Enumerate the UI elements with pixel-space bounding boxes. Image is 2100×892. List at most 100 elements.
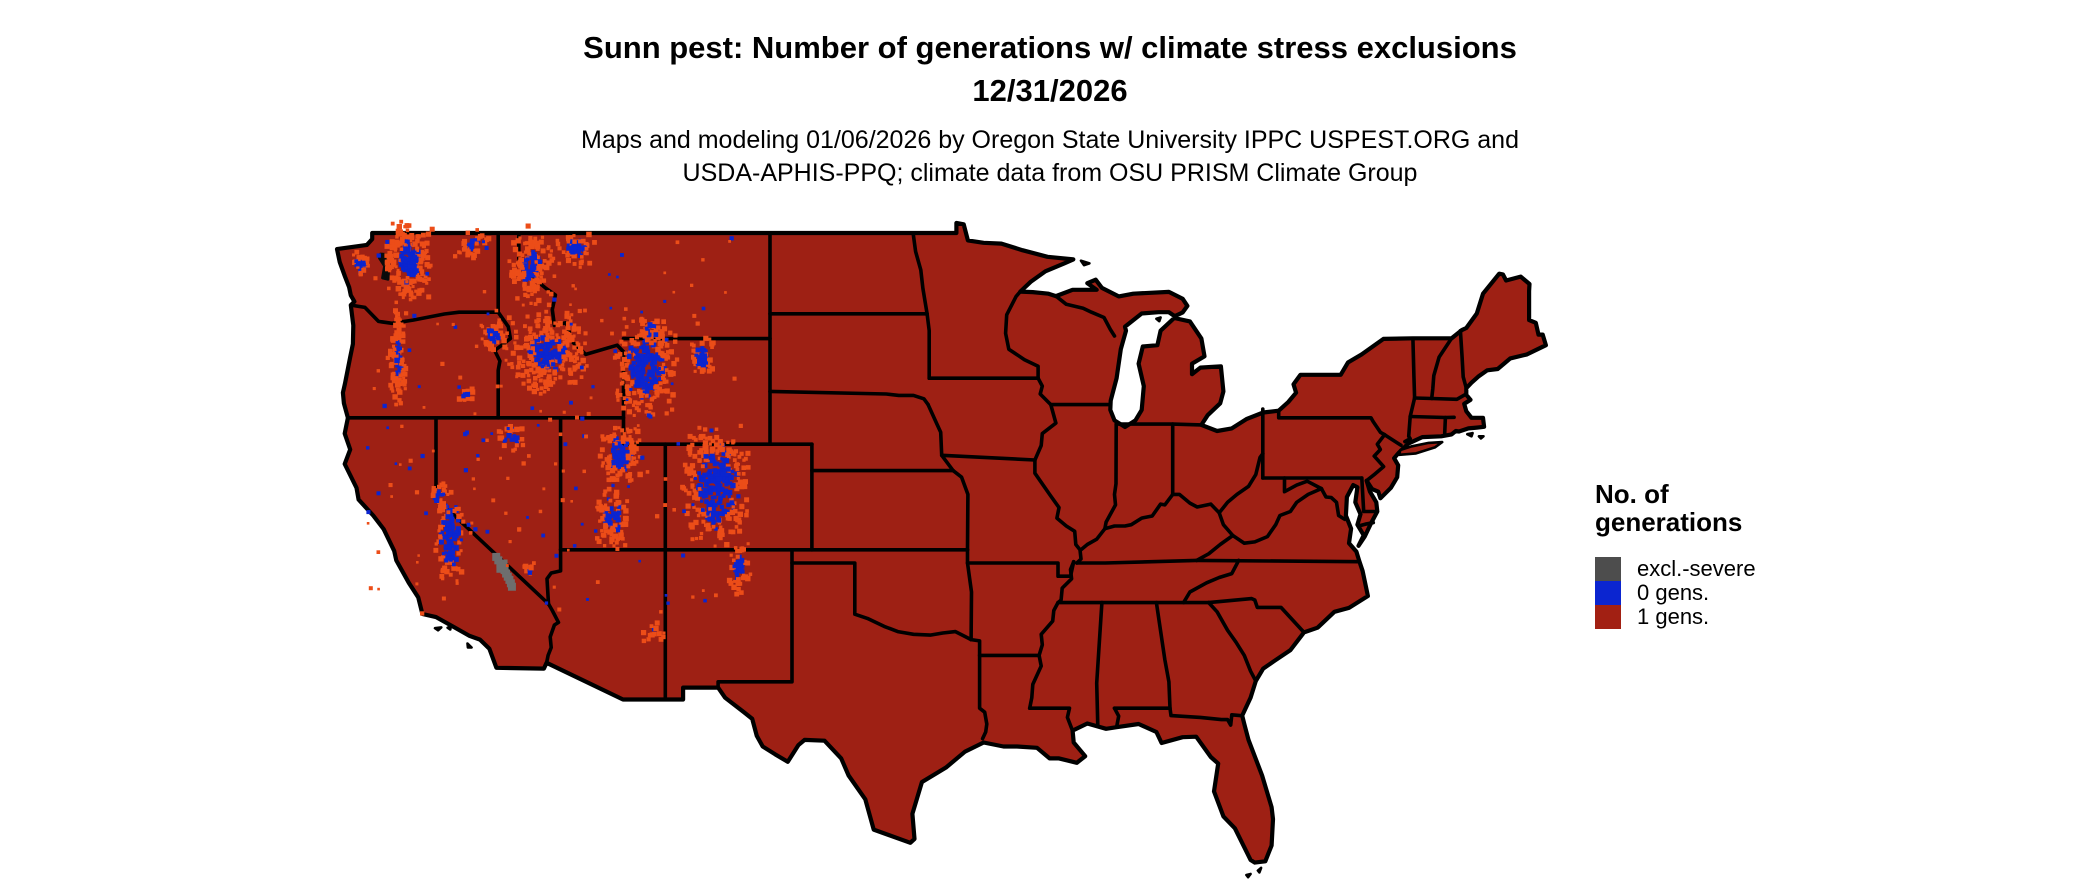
stress-fringe-cell [407, 237, 413, 243]
stress-fringe-cell [744, 497, 750, 503]
stress-fringe-cell [603, 523, 608, 529]
stress-fringe-cell [612, 355, 617, 360]
stress-fringe-cell [442, 565, 448, 571]
zero-gens-cell [716, 491, 721, 496]
zero-gens-cell [537, 259, 543, 264]
stress-fringe-cell [366, 522, 370, 525]
zero-gens-cell [607, 514, 613, 519]
stress-fringe-cell [615, 394, 620, 399]
stress-fringe-cell [709, 366, 715, 372]
stress-fringe-cell [494, 308, 499, 313]
stress-fringe-cell [518, 345, 524, 350]
stress-fringe-cell [571, 338, 575, 343]
stress-fringe-cell [555, 241, 561, 247]
stress-fringe-cell [655, 514, 660, 519]
stress-fringe-cell [434, 542, 438, 546]
stress-fringe-cell [746, 560, 750, 564]
stress-fringe-cell [659, 610, 663, 614]
stress-fringe-cell [579, 375, 584, 379]
stress-fringe-cell [655, 393, 660, 398]
stress-fringe-cell [565, 235, 570, 240]
stress-fringe-cell [417, 276, 423, 282]
stress-fringe-cell [415, 582, 419, 586]
stress-fringe-cell [439, 498, 443, 502]
zero-gens-cell [569, 322, 573, 326]
stress-fringe-cell [622, 515, 628, 521]
stress-fringe-cell [398, 360, 404, 366]
zero-gens-cell [639, 345, 643, 350]
zero-gens-cell [729, 500, 734, 505]
zero-gens-cell [470, 238, 476, 244]
zero-gens-cell [364, 262, 368, 266]
stress-fringe-cell [534, 260, 538, 264]
zero-gens-cell [412, 313, 417, 318]
stress-fringe-cell [440, 361, 445, 366]
zero-gens-cell [609, 514, 614, 518]
stress-fringe-cell [415, 252, 421, 258]
stress-fringe-cell [639, 393, 644, 399]
state-border [1181, 558, 1241, 605]
zero-gens-cell [642, 390, 646, 394]
zero-gens-cell [648, 385, 654, 390]
stress-fringe-cell [567, 315, 571, 320]
zero-gens-cell [487, 331, 492, 336]
stress-fringe-cell [567, 380, 572, 385]
zero-gens-cell [361, 260, 366, 266]
stress-fringe-cell [376, 369, 380, 373]
stress-fringe-cell [451, 322, 455, 326]
zero-gens-cell [527, 570, 532, 575]
stress-fringe-cell [490, 333, 493, 337]
stress-fringe-cell [658, 340, 664, 346]
stress-fringe-cell [477, 234, 483, 239]
stress-fringe-cell [514, 443, 519, 448]
zero-gens-cell [450, 528, 454, 532]
zero-gens-cell [547, 339, 552, 344]
zero-gens-cell [663, 366, 667, 370]
stress-fringe-cell [546, 302, 552, 308]
state-border [1411, 336, 1417, 400]
zero-gens-cell [652, 378, 658, 385]
stress-fringe-cell [690, 442, 695, 447]
island [1079, 259, 1091, 267]
stress-fringe-cell [356, 265, 360, 269]
stress-fringe-cell [544, 309, 549, 314]
stress-fringe-cell [580, 357, 586, 364]
zero-gens-cell [664, 594, 668, 597]
stress-fringe-cell [394, 300, 398, 305]
stress-fringe-cell [665, 355, 671, 360]
zero-gens-cell [397, 369, 401, 373]
zero-gens-label: 0 gens. [1637, 580, 1710, 605]
stress-fringe-cell [577, 308, 582, 314]
stress-fringe-cell [560, 498, 565, 503]
zero-gens-cell [487, 334, 493, 339]
stress-fringe-cell [598, 519, 602, 523]
stress-fringe-cell [520, 253, 525, 257]
stress-fringe-cell [401, 291, 407, 297]
stress-fringe-cell [715, 451, 719, 455]
stress-fringe-cell [543, 384, 549, 389]
zero-gens-cell [700, 346, 705, 350]
stress-fringe-cell [626, 437, 631, 442]
stress-fringe-cell [627, 479, 632, 483]
zero-gens-cell [635, 353, 640, 358]
zero-gens-cell [407, 271, 412, 276]
zero-gens-cell [635, 348, 640, 352]
stress-fringe-cell [426, 294, 432, 300]
stress-fringe-cell [597, 453, 603, 459]
stress-fringe-cell [693, 356, 697, 360]
zero-gens-cell [725, 466, 731, 472]
stress-fringe-cell [606, 477, 611, 483]
stress-fringe-cell [440, 501, 446, 507]
stress-fringe-cell [358, 270, 363, 275]
stress-fringe-cell [448, 489, 454, 495]
zero-gens-cell [722, 488, 729, 494]
stress-fringe-cell [626, 377, 630, 381]
zero-gens-cell [410, 256, 415, 261]
stress-fringe-cell [654, 384, 660, 390]
stress-fringe-cell [649, 624, 654, 628]
stress-fringe-cell [439, 502, 443, 506]
stress-fringe-cell [707, 357, 711, 362]
stress-fringe-cell [441, 516, 446, 520]
zero-gens-cell [709, 458, 715, 464]
